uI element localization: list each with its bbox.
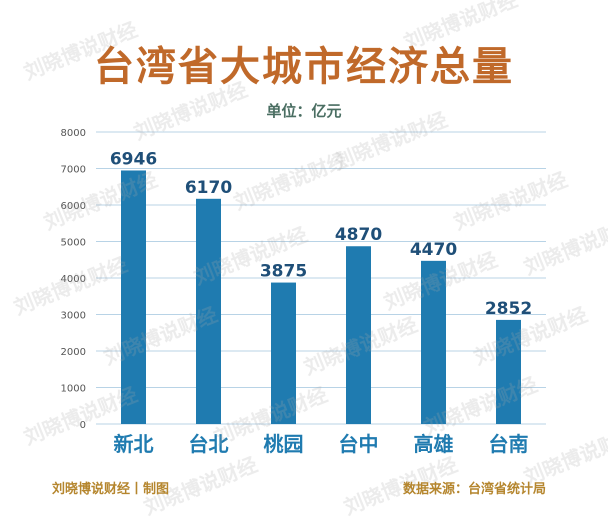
data-label: 6946 (110, 149, 157, 169)
bar-6 (496, 319, 521, 424)
data-label: 3875 (260, 262, 307, 282)
y-tick-label: 4000 (61, 274, 86, 285)
bars (121, 170, 521, 424)
x-category-label: 新北 (114, 432, 154, 456)
bar-5 (421, 260, 446, 424)
data-labels: 6946 6170 3875 4870 4470 2852 (110, 149, 532, 318)
chart-title: 台湾省大城市经济总量 (94, 43, 514, 90)
x-category-label: 桃园 (264, 432, 304, 456)
x-category-label: 高雄 (414, 432, 454, 456)
y-tick-label: 7000 (61, 165, 86, 176)
data-label: 6170 (185, 178, 232, 198)
gridlines (96, 131, 546, 425)
footer-source: 数据来源：台湾省统计局 (402, 482, 546, 497)
x-category-label: 台中 (339, 432, 379, 456)
unit-label: 单位：亿元 (266, 102, 342, 120)
x-axis-categories: 新北 台北 桃园 台中 高雄 台南 (114, 432, 529, 456)
y-tick-label: 5000 (61, 238, 86, 249)
bar-2 (196, 198, 221, 424)
data-label: 2852 (485, 299, 532, 319)
y-tick-label: 6000 (61, 201, 86, 212)
bar-4 (346, 246, 371, 424)
data-label: 4470 (410, 240, 457, 260)
x-category-label: 台北 (189, 432, 229, 456)
y-tick-label: 3000 (61, 311, 86, 322)
y-tick-label: 0 (80, 420, 86, 431)
y-tick-label: 8000 (61, 128, 86, 139)
bar-3 (271, 282, 296, 424)
footer-credit: 刘晓博说财经丨制图 (52, 482, 170, 497)
y-axis-ticks: 0 1000 2000 3000 4000 5000 6000 7000 8000 (61, 128, 86, 431)
bar-1 (121, 170, 146, 424)
y-tick-label: 2000 (61, 347, 86, 358)
data-label: 4870 (335, 225, 382, 245)
x-category-label: 台南 (489, 432, 529, 456)
y-tick-label: 1000 (61, 384, 86, 395)
